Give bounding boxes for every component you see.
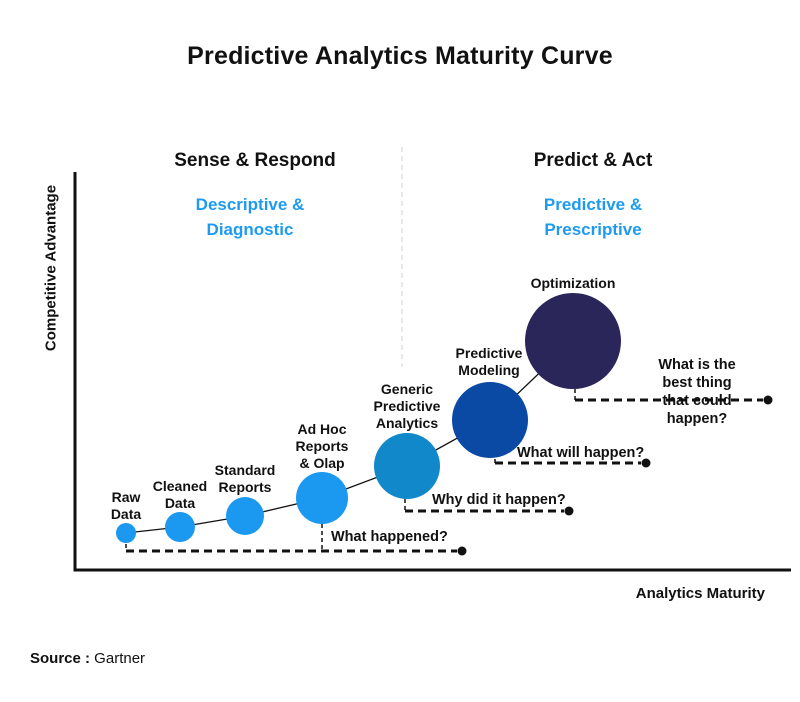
annotation-text-3: What is the best thing that could happen…	[658, 357, 736, 427]
x-axis-label: Analytics Maturity	[635, 585, 765, 602]
annotation-text-2: What will happen?	[517, 445, 645, 461]
stage-label-optimization: Optimization	[530, 275, 616, 291]
source-value: Gartner	[90, 650, 146, 667]
annotation-end-dot-1	[564, 506, 574, 516]
stage-label-raw-data: Raw Data	[110, 489, 142, 522]
annotation-text-1: Why did it happen?	[432, 492, 566, 508]
annotation-end-dot-2	[641, 458, 651, 468]
stage-bubble-generic-predictive-analytics	[374, 433, 440, 499]
source-attribution: Source : Gartner	[30, 650, 145, 667]
stage-bubble-raw-data	[116, 523, 136, 543]
stage-label-ad-hoc-reports-olap: Ad Hoc Reports & Olap	[295, 421, 349, 471]
right-section-subheading: Predictive & Prescriptive	[543, 195, 643, 239]
annotation-end-dot-3	[763, 395, 773, 405]
stage-label-predictive-modeling: Predictive Modeling	[455, 345, 523, 378]
stage-bubble-standard-reports	[226, 497, 264, 535]
source-label: Source :	[30, 650, 91, 667]
annotation-text-0: What happened?	[331, 529, 448, 545]
stage-label-generic-predictive-analytics: Generic Predictive Analytics	[373, 381, 441, 431]
stage-label-standard-reports: Standard Reports	[214, 462, 276, 495]
chart-title: Predictive Analytics Maturity Curve	[187, 42, 613, 70]
stage-bubble-predictive-modeling	[452, 382, 528, 458]
y-axis-label: Competitive Advantage	[42, 184, 60, 352]
stage-bubble-cleaned-data	[165, 512, 195, 542]
left-section-heading: Sense & Respond	[174, 150, 336, 171]
stage-bubble-ad-hoc-reports-olap	[296, 472, 348, 524]
stage-label-cleaned-data: Cleaned Data	[152, 478, 208, 511]
annotation-end-dot-0	[457, 546, 467, 556]
left-section-subheading: Descriptive & Diagnostic	[195, 195, 305, 239]
right-section-heading: Predict & Act	[533, 150, 653, 171]
stage-bubble-optimization	[525, 293, 621, 389]
